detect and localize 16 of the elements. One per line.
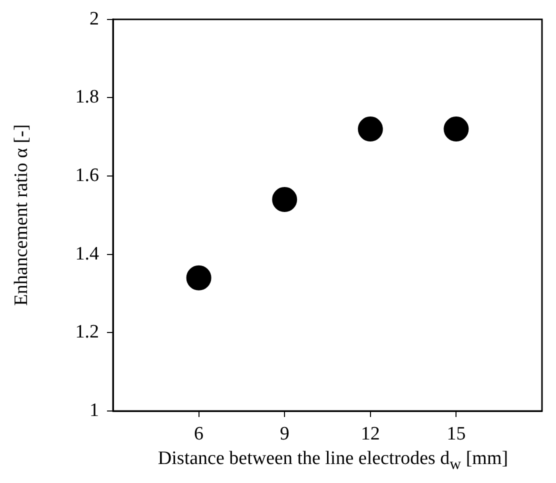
y-tick-label: 1.6 [75, 165, 99, 186]
point [444, 116, 469, 142]
point [358, 116, 383, 142]
point [186, 265, 212, 290]
x-axis-title: Distance between the line electrodes d$_{w}$ [mm] [156, 448, 510, 474]
x-tick-label: 15 [446, 423, 466, 444]
y-tick-label: 1.2 [75, 322, 99, 343]
x-tick-label: 9 [280, 423, 290, 444]
y-axis-title: Enhancement ratio α [-] [11, 124, 33, 306]
y-tick-label: 2 [90, 8, 99, 30]
x-tick-label: 12 [360, 423, 380, 444]
y-tick-label: 1 [90, 400, 99, 421]
y-tick-label: 1.8 [75, 86, 99, 108]
x-tick-label: 6 [194, 423, 204, 444]
y-tick-label: 1.4 [75, 243, 100, 264]
point [272, 187, 298, 212]
